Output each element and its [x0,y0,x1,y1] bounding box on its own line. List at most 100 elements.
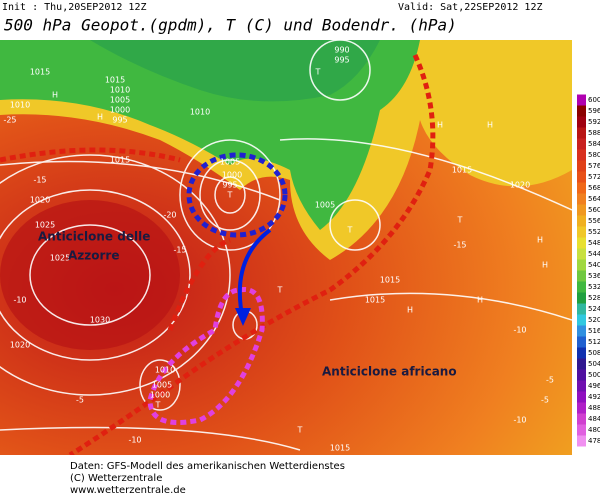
colorbar-swatch [577,160,586,172]
map-label: H [52,91,58,100]
map-label: 1015 [110,156,130,165]
colorbar-swatch [577,281,586,293]
init-label: Init : Thu,20SEP2012 12Z [2,2,147,13]
colorbar-label: 600 [588,96,600,104]
colorbar-label: 564 [588,195,600,203]
map-label: 1015 [365,296,385,305]
colorbar-label: 496 [588,382,600,390]
annotation: Azzorre [68,249,119,263]
map-label: H [537,236,543,245]
footer-line: Daten: GFS-Modell des amerikanischen Wet… [70,461,345,472]
map-label: T [315,68,321,77]
map-label: 1005 [315,201,335,210]
colorbar-label: 524 [588,305,600,313]
colorbar-swatch [577,358,586,370]
map-label: -20 [163,211,176,220]
colorbar-label: 572 [588,173,600,181]
footer-line: (C) Wetterzentrale [70,473,162,484]
colorbar-swatch [577,248,586,260]
colorbar-label: 560 [588,206,600,214]
colorbar-swatch [577,215,586,227]
colorbar-label: 556 [588,217,600,225]
colorbar-swatch [577,105,586,117]
colorbar-swatch [577,303,586,315]
map-label: -5 [546,376,554,385]
colorbar-label: 488 [588,404,600,412]
map-label: T [227,191,233,200]
colorbar-label: 520 [588,316,600,324]
colorbar-swatch [577,138,586,150]
map-label: -10 [513,416,526,425]
map-label: H [437,121,443,130]
map-label: 1010 [110,86,130,95]
colorbar-label: 532 [588,283,600,291]
colorbar-swatch [577,391,586,403]
map-label: H [97,113,103,122]
colorbar-label: 540 [588,261,600,269]
colorbar-label: 548 [588,239,600,247]
map-label: 995 [112,116,127,125]
map-label: 995 [334,56,349,65]
annotation: Anticiclone delle [38,230,150,244]
map-label: 1020 [30,196,50,205]
map-label: 1025 [35,221,55,230]
map-label: 1030 [90,316,110,325]
map-label: 1000 [110,106,130,115]
colorbar-label: 552 [588,228,600,236]
map-label: 1020 [510,181,530,190]
map-label: -10 [13,296,26,305]
map-label: T [155,401,161,410]
colorbar-label: 584 [588,140,600,148]
map-label: 1000 [222,171,242,180]
colorbar-label: 544 [588,250,600,258]
map-label: H [477,296,483,305]
colorbar-swatch [577,336,586,348]
colorbar-label: 592 [588,118,600,126]
footer-line: www.wetterzentrale.de [70,485,186,493]
colorbar-label: 580 [588,151,600,159]
map-label: -15 [173,246,186,255]
colorbar-swatch [577,237,586,249]
colorbar-swatch [577,292,586,304]
valid-label: Valid: Sat,22SEP2012 12Z [398,2,543,13]
map-label: 1015 [30,68,50,77]
colorbar-label: 568 [588,184,600,192]
colorbar-label: 512 [588,338,600,346]
map-label: 1015 [380,276,400,285]
colorbar-swatch [577,347,586,359]
colorbar-swatch [577,182,586,194]
map-label: 1020 [10,341,30,350]
colorbar-swatch [577,149,586,161]
colorbar-swatch [577,171,586,183]
colorbar-swatch [577,325,586,337]
map-title: 500 hPa Geopot.(gpdm), T (C) und Bodendr… [4,16,457,35]
map-label: T [297,426,303,435]
colorbar-swatch [577,369,586,381]
colorbar-swatch [577,314,586,326]
colorbar-label: 516 [588,327,600,335]
map-label: -10 [128,436,141,445]
colorbar-label: 504 [588,360,600,368]
map: 1020102510301015H101010051000995T1015H10… [0,40,572,455]
map-label: T [277,286,283,295]
colorbar-label: 500 [588,371,600,379]
colorbar-swatch [577,380,586,392]
map-label: 1010 [10,101,30,110]
annotation: Anticiclone africano [322,365,457,379]
colorbar-label: 596 [588,107,600,115]
map-label: 995 [222,181,237,190]
colorbar-label: 480 [588,426,600,434]
map-label: -15 [453,241,466,250]
colorbar-swatch [577,259,586,271]
map-label: -5 [541,396,549,405]
map-label: 1010 [155,366,175,375]
colorbar-swatch [577,193,586,205]
colorbar-label: 588 [588,129,600,137]
colorbar-label: 478 [588,437,600,445]
colorbar-swatch [577,402,586,414]
colorbar-swatch [577,226,586,238]
map-label: 1015 [105,76,125,85]
colorbar-label: 528 [588,294,600,302]
colorbar-label: 484 [588,415,600,423]
map-label: -5 [76,396,84,405]
